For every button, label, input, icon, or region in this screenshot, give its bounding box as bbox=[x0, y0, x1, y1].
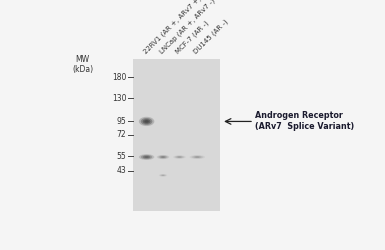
Ellipse shape bbox=[141, 118, 152, 125]
Ellipse shape bbox=[139, 154, 154, 160]
Text: 55: 55 bbox=[117, 152, 126, 160]
Ellipse shape bbox=[160, 174, 166, 176]
Text: (kDa): (kDa) bbox=[72, 65, 93, 74]
Text: (ARv7  Splice Variant): (ARv7 Splice Variant) bbox=[256, 122, 355, 131]
Text: DU145 (AR -): DU145 (AR -) bbox=[193, 18, 229, 55]
Text: 130: 130 bbox=[112, 94, 126, 103]
Text: LNCap (AR +, ARv7 -): LNCap (AR +, ARv7 -) bbox=[158, 0, 216, 55]
Text: 43: 43 bbox=[117, 166, 126, 175]
Ellipse shape bbox=[141, 155, 152, 159]
Text: 72: 72 bbox=[117, 130, 126, 140]
Ellipse shape bbox=[159, 174, 167, 177]
Ellipse shape bbox=[191, 156, 203, 158]
Text: 180: 180 bbox=[112, 73, 126, 82]
Ellipse shape bbox=[177, 156, 181, 158]
Ellipse shape bbox=[143, 156, 151, 158]
Text: 95: 95 bbox=[117, 117, 126, 126]
Ellipse shape bbox=[161, 175, 165, 176]
Ellipse shape bbox=[162, 175, 164, 176]
Text: 22RV1 (AR +, ARv7 +): 22RV1 (AR +, ARv7 +) bbox=[142, 0, 202, 55]
Ellipse shape bbox=[176, 156, 182, 158]
Ellipse shape bbox=[157, 155, 169, 159]
Ellipse shape bbox=[144, 120, 149, 123]
Ellipse shape bbox=[139, 117, 154, 126]
Text: MCF-7 (AR -): MCF-7 (AR -) bbox=[175, 20, 210, 55]
Ellipse shape bbox=[193, 156, 201, 158]
Ellipse shape bbox=[189, 155, 205, 159]
Ellipse shape bbox=[158, 156, 168, 159]
Ellipse shape bbox=[195, 156, 199, 158]
Text: MW: MW bbox=[75, 55, 89, 64]
Ellipse shape bbox=[175, 156, 184, 158]
Bar bbox=[133, 59, 220, 211]
Ellipse shape bbox=[173, 155, 186, 159]
Ellipse shape bbox=[161, 156, 165, 158]
Ellipse shape bbox=[143, 119, 151, 124]
Ellipse shape bbox=[144, 156, 149, 158]
Ellipse shape bbox=[160, 156, 166, 158]
Text: Androgen Receptor: Androgen Receptor bbox=[256, 111, 343, 120]
